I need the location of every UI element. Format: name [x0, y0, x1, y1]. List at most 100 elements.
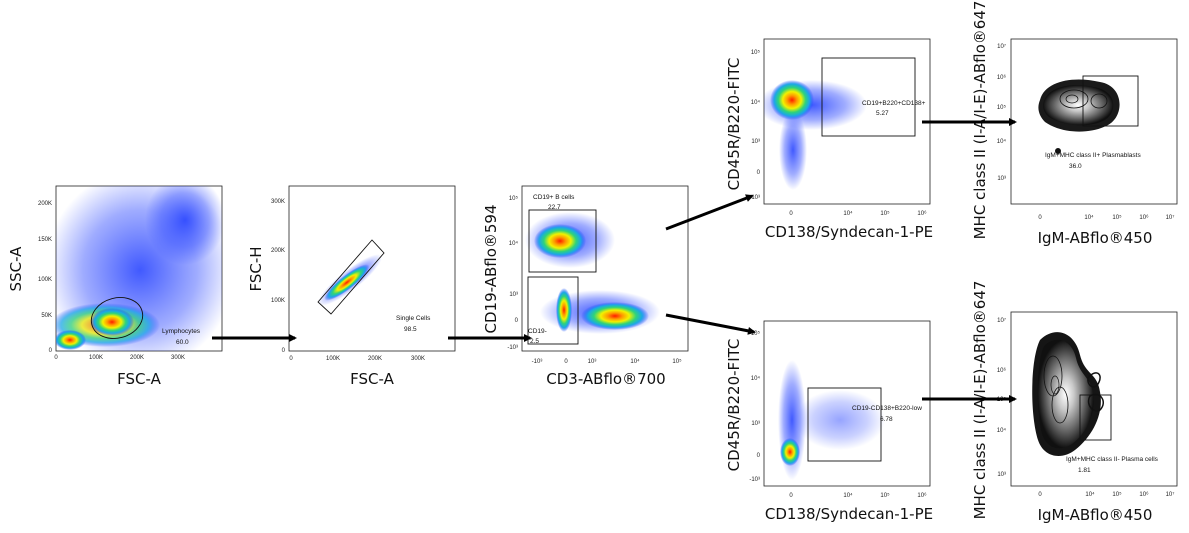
- x-tick: 10⁵: [1112, 214, 1122, 221]
- plasma-cell-precursor-gate: [807, 387, 882, 462]
- x-tick: 10⁷: [1166, 491, 1175, 498]
- y-tick: 10⁴: [751, 375, 761, 382]
- x-axis-title: CD138/Syndecan-1-PE: [765, 505, 933, 523]
- y-tick: 0: [757, 453, 761, 459]
- y-tick: 100K: [38, 277, 52, 283]
- plot-frame: [1010, 38, 1178, 205]
- x-tick: 10⁴: [843, 492, 853, 499]
- arrow-up-right-icon: [665, 194, 754, 231]
- density-cloud: [778, 360, 885, 480]
- x-tick: 300K: [411, 356, 425, 362]
- gate-label: CD19+B220+CD138+: [862, 100, 926, 107]
- density-cloud: [317, 254, 383, 306]
- x-tick: 300K: [171, 355, 185, 361]
- cd19-neg-gate: [527, 276, 579, 345]
- y-axis-title: CD45R/B220-FITC: [725, 339, 743, 472]
- x-axis-title: FSC-A: [117, 370, 161, 388]
- y-tick: 200K: [271, 248, 285, 254]
- x-tick: 10⁶: [1139, 491, 1149, 498]
- x-tick: 10⁴: [630, 358, 640, 365]
- y-tick: 10⁴: [997, 427, 1007, 434]
- density-cloud: [525, 212, 660, 334]
- y-tick: 10³: [751, 139, 760, 145]
- panel-single-cells: Single Cells 98.5 0 100K 200K 300K 0 100…: [247, 185, 456, 388]
- cd19-b-cells-gate: [528, 209, 597, 273]
- y-tick: 10⁷: [997, 43, 1006, 50]
- y-tick: 10³: [997, 176, 1006, 182]
- density-cloud: [56, 186, 222, 351]
- x-tick: 10⁴: [843, 210, 853, 217]
- panel-cd138-top: CD19+B220+CD138+ 5.27 0 10⁴ 10⁵ 10⁶ -10³…: [725, 38, 933, 241]
- x-tick: 10⁴: [1085, 491, 1095, 498]
- gate-value: 2.5: [530, 338, 539, 345]
- x-tick: 0: [564, 359, 568, 365]
- x-tick: 10⁵: [672, 358, 682, 365]
- density-cloud: [764, 80, 867, 190]
- x-tick: 10⁵: [1112, 491, 1122, 498]
- y-tick: 10³: [751, 421, 760, 427]
- y-tick: 200K: [38, 201, 52, 207]
- gate-value: 22.7: [548, 204, 561, 211]
- plasma-cell-gate: [1079, 394, 1112, 441]
- panel-plasmablasts: IgM+MHC class II+ Plasmablasts 36.0 0 10…: [971, 1, 1178, 247]
- gate-value: 6.78: [880, 416, 893, 423]
- y-tick: 10⁴: [751, 99, 761, 106]
- y-tick: 300K: [271, 199, 285, 205]
- y-tick: 10⁴: [509, 240, 519, 247]
- y-tick: 10³: [997, 472, 1006, 478]
- y-tick: 10³: [509, 292, 518, 298]
- panel-cd138-bottom: CD19-CD138+B220-low 6.78 0 10⁴ 10⁵ 10⁶ -…: [725, 320, 933, 523]
- gate-value: 5.27: [876, 110, 889, 117]
- y-tick: -10³: [749, 195, 760, 201]
- x-tick: 10⁵: [880, 210, 890, 217]
- x-tick: 200K: [130, 355, 144, 361]
- y-tick: 50K: [41, 313, 52, 319]
- gate-label: Lymphocytes: [162, 328, 201, 335]
- y-axis-title: CD45R/B220-FITC: [725, 58, 743, 191]
- x-tick: 10³: [588, 359, 597, 365]
- x-tick: 0: [54, 355, 58, 361]
- gate-label: CD19+ B cells: [533, 194, 575, 201]
- panel-plasma-cells: IgM+MHC class II- Plasma cells 1.81 0 10…: [971, 281, 1178, 524]
- lymphocytes-gate: [90, 297, 144, 339]
- x-tick: 200K: [368, 356, 382, 362]
- x-tick: 100K: [326, 356, 340, 362]
- x-tick: 100K: [89, 355, 103, 361]
- y-axis-title: MHC class II (I-A/I-E)-ABflo®647: [971, 1, 989, 240]
- gate-label: IgM+MHC class II- Plasma cells: [1066, 456, 1159, 463]
- gate-value: 36.0: [1069, 163, 1082, 170]
- y-tick: 10⁵: [997, 104, 1007, 111]
- gate-label: Single Cells: [396, 315, 431, 322]
- y-tick: -10³: [507, 345, 518, 351]
- y-tick: 10⁵: [509, 195, 519, 202]
- y-axis-title: FSC-H: [247, 246, 265, 291]
- gate-label: CD19-: [528, 328, 547, 335]
- x-axis-title: CD3-ABflo®700: [546, 370, 665, 388]
- gate-label: CD19-CD138+B220-low: [852, 405, 922, 412]
- plasmablast-precursor-gate: [821, 57, 916, 137]
- x-tick: -10³: [532, 359, 543, 365]
- plot-frame: [288, 185, 456, 352]
- contour-plot: [1038, 79, 1120, 154]
- x-tick: 0: [789, 211, 793, 217]
- y-axis-title: SSC-A: [7, 246, 25, 292]
- y-tick: 0: [282, 348, 286, 354]
- panel-cd19-cd3: CD19+ B cells 22.7 CD19- 2.5 -10³ 0 10³ …: [482, 185, 689, 388]
- y-axis-title: CD19-ABflo®594: [482, 204, 500, 333]
- arrow-down-right-icon: [665, 313, 756, 335]
- y-tick: 0: [515, 318, 519, 324]
- gate-label: IgM+MHC class II+ Plasmablasts: [1045, 152, 1141, 159]
- gate-value: 1.81: [1078, 467, 1091, 474]
- x-tick: 0: [1038, 492, 1042, 498]
- y-tick: 10⁷: [997, 317, 1006, 324]
- x-tick: 10⁶: [917, 492, 927, 499]
- x-tick: 10⁶: [1139, 214, 1149, 221]
- x-tick: 10⁴: [1084, 214, 1094, 221]
- y-tick: 10⁴: [997, 138, 1007, 145]
- x-axis-title: IgM-ABflo®450: [1038, 506, 1153, 524]
- x-tick: 10⁶: [917, 210, 927, 217]
- y-tick: 0: [49, 348, 53, 354]
- x-tick: 10⁷: [1166, 214, 1175, 221]
- y-tick: -10³: [749, 477, 760, 483]
